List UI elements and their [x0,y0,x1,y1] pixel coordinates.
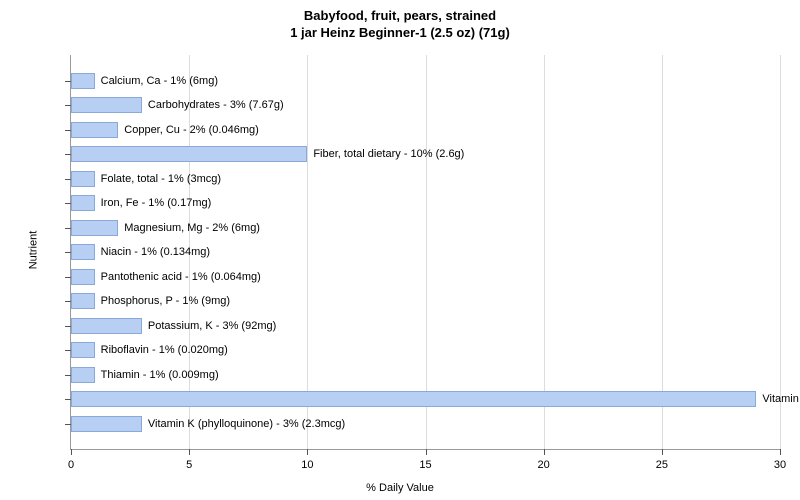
plot-area: 051015202530Calcium, Ca - 1% (6mg)Carboh… [70,55,780,450]
gridline [544,55,545,449]
chart-title-line2: 1 jar Heinz Beginner-1 (2.5 oz) (71g) [0,25,800,42]
gridline [307,55,308,449]
bar-label: Magnesium, Mg - 2% (6mg) [124,222,260,234]
x-tick [426,449,427,455]
bar-label: Fiber, total dietary - 10% (2.6g) [313,148,464,160]
bar-label: Carbohydrates - 3% (7.67g) [148,99,284,111]
bar-label: Phosphorus, P - 1% (9mg) [101,295,230,307]
x-tick-label: 20 [538,459,550,471]
gridline [662,55,663,449]
bar-row: Phosphorus, P - 1% (9mg) [71,293,230,309]
gridline [780,55,781,449]
bar [71,220,118,236]
bar-label: Riboflavin - 1% (0.020mg) [101,344,228,356]
bar-row: Vitamin C, total ascorbic acid - 29% (17… [71,391,800,407]
bar-row: Fiber, total dietary - 10% (2.6g) [71,146,464,162]
bar [71,391,756,407]
bar-label: Pantothenic acid - 1% (0.064mg) [101,271,261,283]
y-tick [65,179,71,180]
y-tick [65,252,71,253]
x-tick [71,449,72,455]
y-tick [65,326,71,327]
x-tick [780,449,781,455]
bar [71,367,95,383]
y-tick [65,130,71,131]
chart-title-line1: Babyfood, fruit, pears, strained [0,8,800,25]
x-tick-label: 30 [774,459,786,471]
gridline [426,55,427,449]
bar-label: Copper, Cu - 2% (0.046mg) [124,124,259,136]
chart-title-block: Babyfood, fruit, pears, strained 1 jar H… [0,8,800,42]
bar [71,244,95,260]
bar-label: Vitamin C, total ascorbic acid - 29% (17… [762,393,800,405]
bar-label: Potassium, K - 3% (92mg) [148,320,276,332]
bar-row: Copper, Cu - 2% (0.046mg) [71,122,259,138]
x-tick-label: 5 [186,459,192,471]
nutrient-chart: Babyfood, fruit, pears, strained 1 jar H… [0,0,800,500]
bar-label: Iron, Fe - 1% (0.17mg) [101,197,212,209]
bar-label: Thiamin - 1% (0.009mg) [101,369,219,381]
bar-row: Vitamin K (phylloquinone) - 3% (2.3mcg) [71,416,345,432]
bar-label: Vitamin K (phylloquinone) - 3% (2.3mcg) [148,418,345,430]
x-tick-label: 25 [656,459,668,471]
bar [71,97,142,113]
bar-label: Folate, total - 1% (3mcg) [101,173,221,185]
y-tick [65,81,71,82]
bar [71,146,307,162]
bar [71,318,142,334]
x-tick [544,449,545,455]
bar-row: Calcium, Ca - 1% (6mg) [71,73,218,89]
x-tick [307,449,308,455]
x-tick-label: 15 [419,459,431,471]
bar-row: Niacin - 1% (0.134mg) [71,244,210,260]
y-axis-label: Nutrient [27,231,39,270]
bar-row: Potassium, K - 3% (92mg) [71,318,276,334]
bar [71,195,95,211]
bar [71,416,142,432]
bar-row: Pantothenic acid - 1% (0.064mg) [71,269,261,285]
bar [71,122,118,138]
y-tick [65,203,71,204]
x-tick [189,449,190,455]
bar [71,269,95,285]
x-tick-label: 0 [68,459,74,471]
y-tick [65,424,71,425]
bar-row: Magnesium, Mg - 2% (6mg) [71,220,260,236]
y-tick [65,277,71,278]
y-tick [65,228,71,229]
x-tick-label: 10 [301,459,313,471]
bar-label: Calcium, Ca - 1% (6mg) [101,75,218,87]
bar-row: Folate, total - 1% (3mcg) [71,171,221,187]
bar-row: Riboflavin - 1% (0.020mg) [71,342,228,358]
bar-row: Carbohydrates - 3% (7.67g) [71,97,284,113]
y-tick [65,350,71,351]
bar-row: Thiamin - 1% (0.009mg) [71,367,219,383]
bar [71,342,95,358]
x-tick [662,449,663,455]
x-axis-label: % Daily Value [366,482,434,494]
y-tick [65,375,71,376]
bar [71,171,95,187]
bar-row: Iron, Fe - 1% (0.17mg) [71,195,211,211]
bar-label: Niacin - 1% (0.134mg) [101,246,210,258]
bar [71,73,95,89]
y-tick [65,301,71,302]
y-tick [65,105,71,106]
y-tick [65,154,71,155]
bar [71,293,95,309]
y-tick [65,399,71,400]
